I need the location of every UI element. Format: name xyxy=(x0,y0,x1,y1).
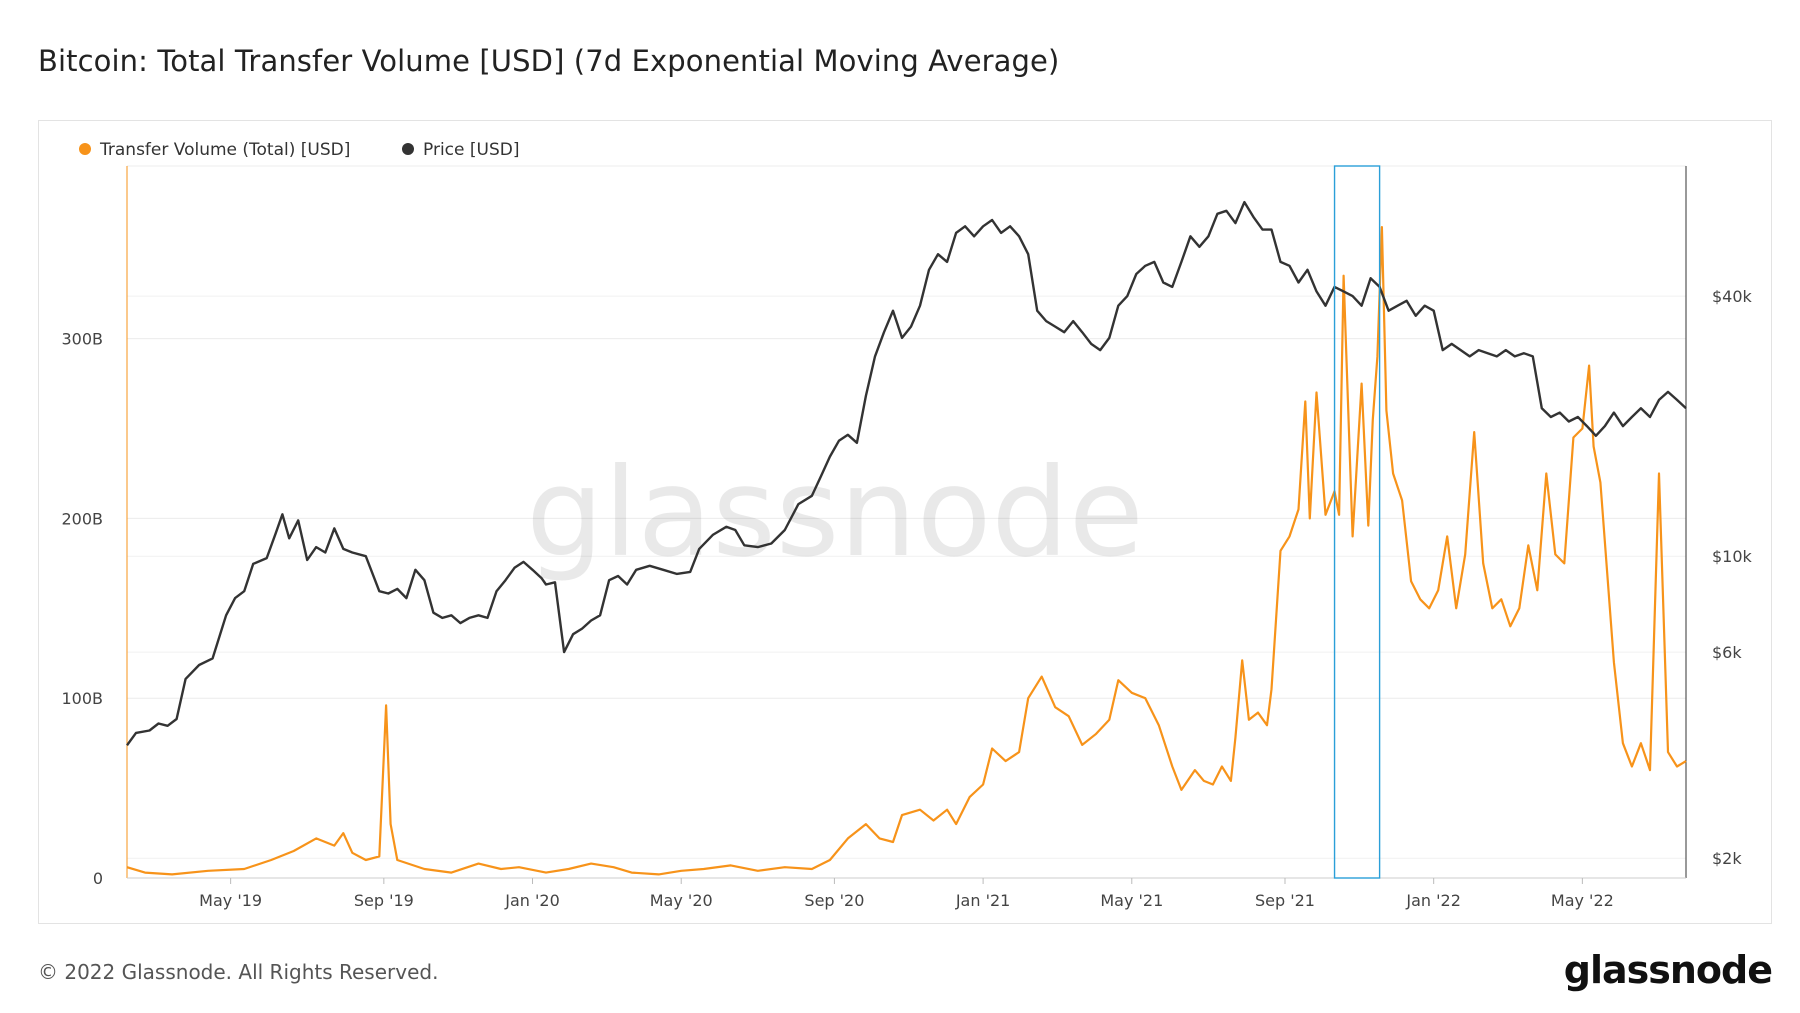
x-tick: May '21 xyxy=(1100,891,1163,910)
glassnode-logo: glassnode xyxy=(1563,948,1773,992)
x-tick: Sep '21 xyxy=(1255,891,1315,910)
y-left-tick: 200B xyxy=(61,509,103,528)
x-tick: Jan '22 xyxy=(1405,891,1461,910)
x-tick: Jan '21 xyxy=(955,891,1011,910)
y-right-tick: $2k xyxy=(1712,849,1742,868)
x-tick: May '22 xyxy=(1551,891,1614,910)
highlight-box xyxy=(1333,165,1381,879)
legend-price-label[interactable]: Price [USD] xyxy=(423,140,519,160)
x-tick: Jan '20 xyxy=(504,891,560,910)
chart-title: Bitcoin: Total Transfer Volume [USD] (7d… xyxy=(38,44,1060,78)
y-left-tick: 100B xyxy=(61,689,103,708)
copyright-text: © 2022 Glassnode. All Rights Reserved. xyxy=(38,960,439,984)
legend[interactable]: Transfer Volume (Total) [USD] Price [USD… xyxy=(79,140,519,160)
legend-price-dot xyxy=(402,143,414,155)
axes xyxy=(126,166,1687,884)
series-transfer-volume-line xyxy=(126,226,1687,876)
legend-volume-dot xyxy=(79,143,91,155)
y-left-tick: 0 xyxy=(93,869,103,888)
watermark: glassnode xyxy=(526,442,1144,584)
y-right-tick: $40k xyxy=(1712,287,1753,306)
chart-panel xyxy=(38,120,1772,924)
y-left-tick: 300B xyxy=(61,330,103,349)
series-lines xyxy=(126,200,1687,876)
x-tick: May '19 xyxy=(199,891,262,910)
x-tick: May '20 xyxy=(650,891,713,910)
x-tick: Sep '20 xyxy=(804,891,864,910)
y-right-tick: $6k xyxy=(1712,643,1742,662)
legend-volume-label[interactable]: Transfer Volume (Total) [USD] xyxy=(99,140,350,160)
series-price-line xyxy=(126,200,1687,747)
y-right-tick: $10k xyxy=(1712,547,1753,566)
tick-labels: 0 100B 200B 300B $2k $6k $10k $40k May '19 Sep '1… xyxy=(61,287,1752,910)
x-tick: Sep '19 xyxy=(354,891,414,910)
